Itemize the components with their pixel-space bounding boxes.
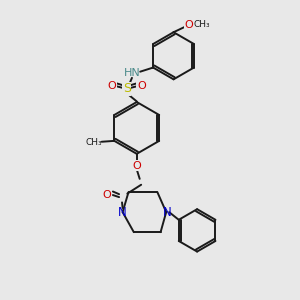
Text: N: N [118,206,127,219]
Text: O: O [184,20,193,30]
Text: O: O [102,190,111,200]
Text: S: S [123,82,131,95]
Text: O: O [108,81,116,92]
Text: O: O [132,160,141,171]
Text: HN: HN [124,68,140,78]
Text: N: N [163,206,172,219]
Text: CH₃: CH₃ [85,138,102,147]
Text: O: O [137,81,146,92]
Text: CH₃: CH₃ [194,20,210,29]
